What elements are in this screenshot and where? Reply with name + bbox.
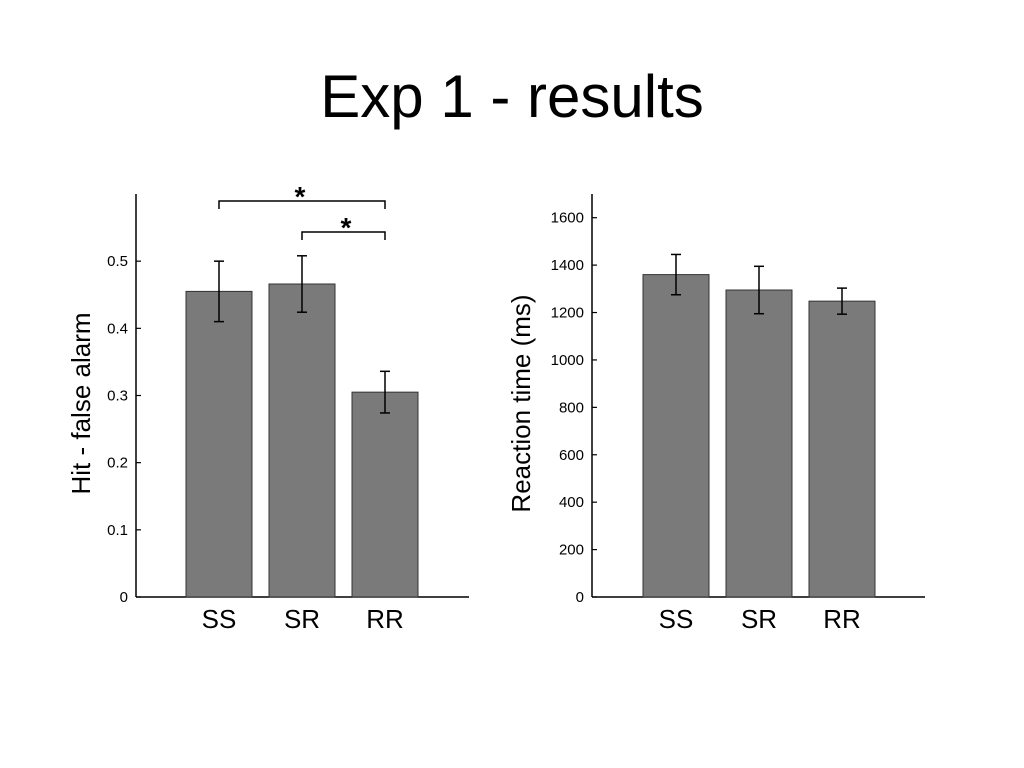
y-axis-label: Reaction time (ms) [506,294,536,512]
y-tick-label: 1000 [551,352,584,369]
y-tick-label: 800 [559,399,584,416]
category-label: SS [659,604,694,634]
y-tick-label: 0 [120,589,128,606]
category-label: SS [202,604,237,634]
slide-title: Exp 1 - results [320,63,704,130]
y-tick-label: 0.3 [107,388,128,405]
category-label: RR [366,604,404,634]
y-tick-label: 0.2 [107,455,128,472]
significance-bracket [218,200,386,209]
significance-label: * [341,212,352,243]
y-tick-label: 0 [576,589,584,606]
bar-rr [351,391,419,598]
bar-ss [642,274,710,598]
y-tick-label: 200 [559,542,584,559]
y-tick-label: 1200 [551,305,584,322]
y-tick-label: 0.5 [107,253,128,270]
category-label: SR [741,604,777,634]
y-tick-label: 1600 [551,210,584,227]
y-tick-label: 0.4 [107,320,128,337]
y-tick-label: 1400 [551,257,584,274]
category-label: RR [823,604,861,634]
y-tick-label: 400 [559,494,584,511]
category-label: SR [284,604,320,634]
bar-sr [725,289,793,598]
bar-rr [808,300,876,598]
bar-ss [185,290,253,598]
y-axis-label: Hit - false alarm [66,312,96,494]
significance-bracket [301,231,386,240]
y-tick-label: 600 [559,447,584,464]
bar-sr [268,283,336,598]
y-tick-label: 0.1 [107,522,128,539]
significance-label: * [295,181,306,212]
